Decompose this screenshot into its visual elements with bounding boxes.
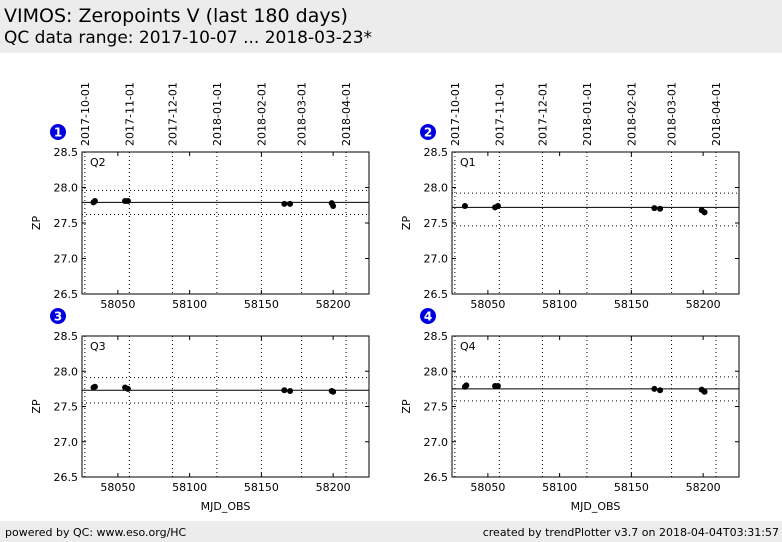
data-point: [124, 197, 131, 204]
data-point: [463, 382, 470, 389]
panel-number-badge: [50, 308, 66, 324]
panel-number-badge: [50, 124, 66, 140]
panel-number-label: 1: [54, 126, 62, 140]
plot-frame: [81, 335, 370, 478]
date-tick-label: 2018-02-01: [255, 82, 268, 146]
x-tick-label: 58200: [316, 481, 351, 494]
x-tick-label: 58150: [244, 481, 279, 494]
date-tick-label: 2018-04-01: [710, 82, 723, 146]
y-tick-label: 26.5: [54, 471, 79, 484]
footer-bar: powered by QC: www.eso.org/HC created by…: [0, 521, 782, 542]
panel-number-label: 4: [424, 310, 432, 324]
data-point: [287, 200, 294, 207]
footer-created-by: created by trendPlotter v3.7 on 2018-04-…: [482, 526, 779, 539]
y-axis-label: ZP: [30, 399, 43, 414]
x-tick-label: 58100: [172, 481, 207, 494]
x-tick-label: 58100: [542, 481, 577, 494]
y-tick-label: 28.0: [424, 182, 449, 195]
date-tick-label: 2017-10-01: [79, 82, 92, 146]
panel-number-label: 2: [424, 126, 432, 140]
x-axis-label: MJD_OBS: [201, 500, 251, 513]
y-tick-label: 27.0: [424, 253, 449, 266]
data-point: [701, 388, 708, 395]
data-point: [330, 388, 337, 395]
y-tick-label: 28.0: [54, 182, 79, 195]
header-bar: VIMOS: Zeropoints V (last 180 days) QC d…: [0, 0, 782, 53]
date-tick-label: 2017-10-01: [449, 82, 462, 146]
plot-frame: [451, 335, 740, 478]
plot-frame: [81, 151, 370, 295]
date-tick-label: 2017-11-01: [123, 82, 136, 146]
data-point: [657, 387, 664, 394]
data-point: [124, 385, 131, 392]
data-point: [651, 385, 658, 392]
x-tick-label: 58050: [100, 481, 135, 494]
panel-label: Q3: [90, 340, 106, 353]
data-point: [657, 205, 664, 212]
x-axis-label: MJD_OBS: [571, 500, 621, 513]
panel-label: Q4: [460, 340, 476, 353]
y-tick-label: 28.0: [424, 365, 449, 378]
data-point: [91, 197, 98, 204]
x-tick-label: 58100: [542, 298, 577, 311]
x-tick-label: 58050: [470, 481, 505, 494]
panel-label: Q1: [460, 156, 476, 169]
footer-powered-by: powered by QC: www.eso.org/HC: [5, 526, 187, 539]
data-point: [91, 383, 98, 390]
y-tick-label: 27.5: [424, 217, 449, 230]
y-tick-label: 27.5: [54, 401, 79, 414]
data-point: [287, 387, 294, 394]
y-axis-label: ZP: [400, 399, 413, 414]
date-tick-label: 2018-04-01: [340, 82, 353, 146]
x-tick-label: 58050: [470, 298, 505, 311]
y-tick-label: 27.0: [54, 253, 79, 266]
panel-number-label: 3: [54, 310, 62, 324]
date-tick-label: 2017-12-01: [166, 82, 179, 146]
date-tick-label: 2017-12-01: [536, 82, 549, 146]
page-subtitle: QC data range: 2017-10-07 ... 2018-03-23…: [4, 28, 373, 48]
page-title: VIMOS: Zeropoints V (last 180 days): [4, 5, 348, 27]
x-tick-label: 58200: [686, 481, 721, 494]
y-tick-label: 26.5: [424, 471, 449, 484]
x-tick-label: 58150: [244, 298, 279, 311]
x-tick-label: 58100: [172, 298, 207, 311]
y-tick-label: 28.5: [54, 330, 79, 343]
x-tick-label: 58200: [686, 298, 721, 311]
y-tick-label: 28.5: [424, 146, 449, 159]
y-axis-label: ZP: [400, 216, 413, 231]
data-point: [494, 202, 501, 209]
data-point: [281, 387, 288, 394]
date-tick-label: 2018-01-01: [581, 82, 594, 146]
date-tick-label: 2017-11-01: [493, 82, 506, 146]
x-tick-label: 58150: [614, 481, 649, 494]
x-tick-label: 58150: [614, 298, 649, 311]
date-tick-label: 2018-01-01: [211, 82, 224, 146]
data-point: [494, 383, 501, 390]
data-point: [651, 205, 658, 212]
y-axis-label: ZP: [30, 216, 43, 231]
date-tick-label: 2018-03-01: [666, 82, 679, 146]
y-tick-label: 27.5: [424, 401, 449, 414]
y-tick-label: 26.5: [424, 288, 449, 301]
y-tick-label: 27.0: [54, 436, 79, 449]
y-tick-label: 26.5: [54, 288, 79, 301]
y-tick-label: 28.5: [424, 330, 449, 343]
y-tick-label: 28.5: [54, 146, 79, 159]
panel-number-badge: [420, 308, 436, 324]
x-tick-label: 58200: [316, 298, 351, 311]
data-point: [461, 202, 468, 209]
panel-label: Q2: [90, 156, 106, 169]
date-tick-label: 2018-03-01: [296, 82, 309, 146]
y-tick-label: 27.0: [424, 436, 449, 449]
plot-frame: [451, 151, 740, 295]
y-tick-label: 28.0: [54, 365, 79, 378]
data-point: [330, 202, 337, 209]
zeropoint-plots: 28.5 28.0 27.5 27.0 26.5 58050 58100 58150 58200…: [30, 82, 740, 513]
data-point: [281, 200, 288, 207]
x-tick-label: 58050: [100, 298, 135, 311]
y-tick-label: 27.5: [54, 217, 79, 230]
data-point: [701, 209, 708, 216]
date-tick-label: 2018-02-01: [625, 82, 638, 146]
panel-number-badge: [420, 124, 436, 140]
